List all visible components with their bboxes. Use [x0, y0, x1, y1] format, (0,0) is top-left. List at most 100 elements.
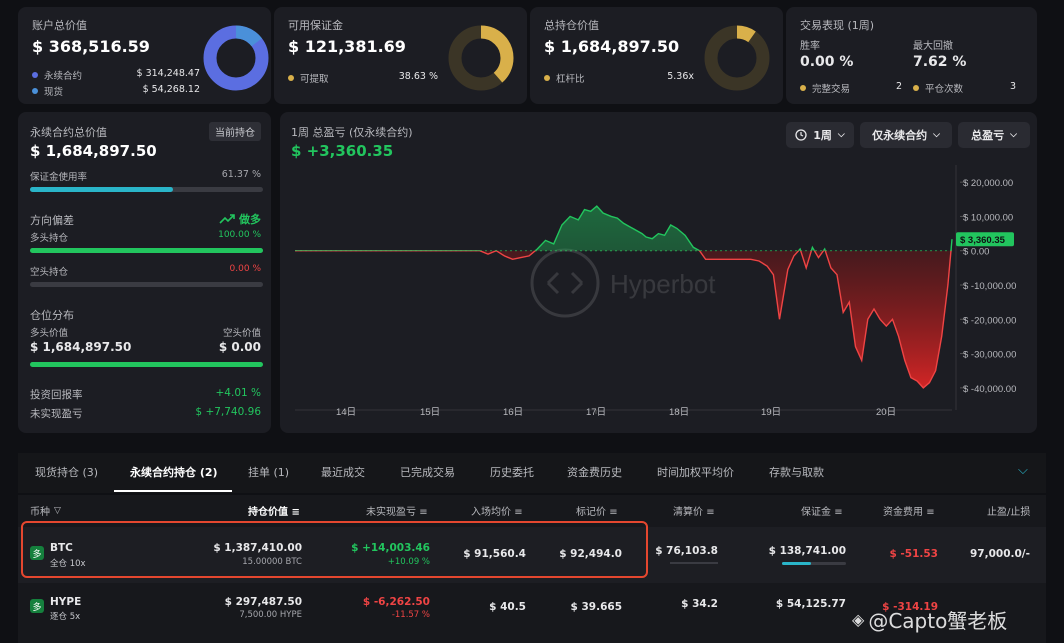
tab-open-orders[interactable]: 挂单 (1): [248, 466, 290, 479]
x-tick-label: 20日: [876, 407, 896, 418]
margin-usage-label: 保证金使用率: [30, 172, 88, 183]
period-select[interactable]: 1周 ⌵: [786, 122, 854, 148]
negative-area: [295, 250, 952, 388]
tab-spot-positions[interactable]: 现货持仓 (3): [35, 466, 99, 479]
th-entry-price[interactable]: 入场均价 ≡: [471, 507, 523, 518]
row-mark: $ 92,494.0: [559, 548, 622, 560]
margin-usage-bar: [30, 187, 263, 192]
sort-icon: ≡: [514, 507, 523, 518]
pnl-line-negative: [295, 250, 952, 389]
th-position-value[interactable]: 持仓价值 ≡: [248, 507, 300, 518]
row-value: $ 1,387,410.00: [213, 542, 302, 554]
hyperbot-watermark: Hyperbot: [530, 248, 716, 318]
short-value: $ 0.00: [218, 340, 261, 354]
long-badge: 多: [30, 546, 44, 560]
unrealized-label: 未实现盈亏: [30, 408, 83, 420]
row-symbol[interactable]: BTC: [50, 542, 73, 554]
current-position-badge[interactable]: 当前持仓: [209, 122, 261, 141]
win-rate-label: 胜率: [800, 41, 820, 52]
tab-twap[interactable]: 时间加权平均价: [657, 466, 734, 479]
collapse-chevron-icon[interactable]: ⌵: [1018, 463, 1028, 478]
row-tpsl[interactable]: 97,000.0/-: [969, 548, 1030, 560]
row-symbol[interactable]: HYPE: [50, 596, 82, 608]
account-donut-chart: [203, 25, 269, 91]
legend-perp-value: $ 314,248.47: [136, 68, 200, 79]
sort-icon: ≡: [706, 507, 715, 518]
x-tick-label: 16日: [503, 407, 523, 418]
legend-leverage: 杠杆比: [544, 71, 585, 85]
available-margin-value: $ 121,381.69: [288, 37, 406, 56]
drawdown-label: 最大回撤: [913, 41, 953, 52]
tab-funding-history[interactable]: 资金费历史: [567, 466, 622, 479]
row-mode: 全仓 10x: [50, 559, 86, 569]
leverage-dot-icon: [544, 75, 550, 81]
row-liq: $ 34.2: [681, 598, 718, 610]
legend-perp: 永续合约: [32, 68, 82, 82]
tab-perp-positions[interactable]: 永续合约持仓 (2): [130, 466, 218, 479]
direction-indicator: 做多: [219, 211, 261, 227]
trend-up-icon: [219, 214, 235, 224]
y-tick-label: $ 0.00: [963, 247, 989, 258]
account-value: $ 368,516.59: [32, 37, 150, 56]
chevron-down-icon: ⌵: [837, 130, 845, 140]
positive-area: [295, 206, 952, 251]
perp-title: 永续合约总价值: [30, 126, 107, 139]
y-tick-label: $ -10,000.00: [963, 281, 1016, 292]
x-tick-label: 19日: [761, 407, 781, 418]
sort-icon: ≡: [291, 507, 300, 518]
th-symbol[interactable]: 币种 ▽: [30, 505, 61, 519]
account-value-title: 账户总价值: [32, 19, 87, 32]
watermark-text: Hyperbot: [610, 269, 716, 299]
pnl-chart: Hyperbot $ 20,000.00 $ 10,000.00 $ 0.00 $ -…: [295, 165, 1016, 418]
completed-count: 2: [895, 81, 902, 92]
row-funding: $ -314.19: [882, 601, 938, 613]
th-funding[interactable]: 资金费用 ≡: [883, 507, 935, 518]
metric-select[interactable]: 总盈亏 ⌵: [958, 122, 1030, 148]
th-liq-price[interactable]: 清算价 ≡: [673, 507, 715, 518]
short-pct: 0.00 %: [229, 264, 261, 274]
total-holdings-card: 总持仓价值 $ 1,684,897.50 杠杆比 5.36x: [530, 7, 783, 104]
y-tick-label: $ 10,000.00: [963, 212, 1013, 223]
x-tick-label: 17日: [586, 407, 606, 418]
perp-dot-icon: [32, 72, 38, 78]
liq-distance-bar: [670, 562, 718, 564]
direction-label: 方向偏差: [30, 214, 74, 227]
completed-dot-icon: [800, 85, 806, 91]
sort-icon: ≡: [834, 507, 843, 518]
x-tick-label: 18日: [669, 407, 689, 418]
th-mark-price[interactable]: 标记价 ≡: [576, 507, 618, 518]
legend-withdrawable: 可提取: [288, 71, 329, 85]
margin-usage-pct: 61.37 %: [221, 169, 261, 180]
row-pnl: $ +14,003.46: [351, 542, 430, 554]
th-margin[interactable]: 保证金 ≡: [801, 507, 843, 518]
sort-icon: ≡: [419, 507, 428, 518]
performance-title: 交易表现 (1周): [800, 19, 875, 32]
row-mark: $ 39.665: [570, 601, 622, 613]
account-value-card: 账户总价值 $ 368,516.59 永续合约 $ 314,248.47 现货 …: [18, 7, 271, 104]
tab-completed-trades[interactable]: 已完成交易: [400, 466, 455, 479]
short-label: 空头持仓: [30, 267, 69, 278]
tab-deposits-withdrawals[interactable]: 存款与取款: [769, 466, 824, 479]
tab-order-history[interactable]: 历史委托: [490, 466, 534, 479]
long-badge: 多: [30, 599, 44, 613]
legend-spot: 现货: [32, 84, 63, 98]
table-row[interactable]: [18, 527, 1046, 583]
th-unrealized-pnl[interactable]: 未实现盈亏 ≡: [366, 507, 428, 518]
row-pnl-pct: +10.09 %: [387, 557, 430, 567]
long-value-label: 多头价值: [30, 328, 69, 339]
tab-recent-fills[interactable]: 最近成交: [321, 466, 365, 479]
row-funding: $ -51.53: [889, 548, 938, 560]
total-holdings-value: $ 1,684,897.50: [544, 37, 680, 56]
th-tpsl: 止盈/止损: [987, 507, 1031, 518]
row-margin: $ 54,125.77: [775, 598, 846, 610]
chevron-down-icon: ⌵: [1010, 130, 1017, 140]
completed-trades: 完整交易: [800, 81, 850, 95]
row-pnl: $ -6,262.50: [362, 596, 430, 608]
clock-icon: [795, 129, 807, 141]
contract-filter-select[interactable]: 仅永续合约 ⌵: [860, 122, 952, 148]
distribution-bar: [30, 362, 263, 367]
legend-spot-value: $ 54,268.12: [142, 84, 200, 95]
perp-value-card: 永续合约总价值 当前持仓 $ 1,684,897.50 保证金使用率 61.37…: [18, 112, 271, 433]
long-bar: [30, 248, 263, 253]
row-margin: $ 138,741.00: [768, 545, 846, 557]
